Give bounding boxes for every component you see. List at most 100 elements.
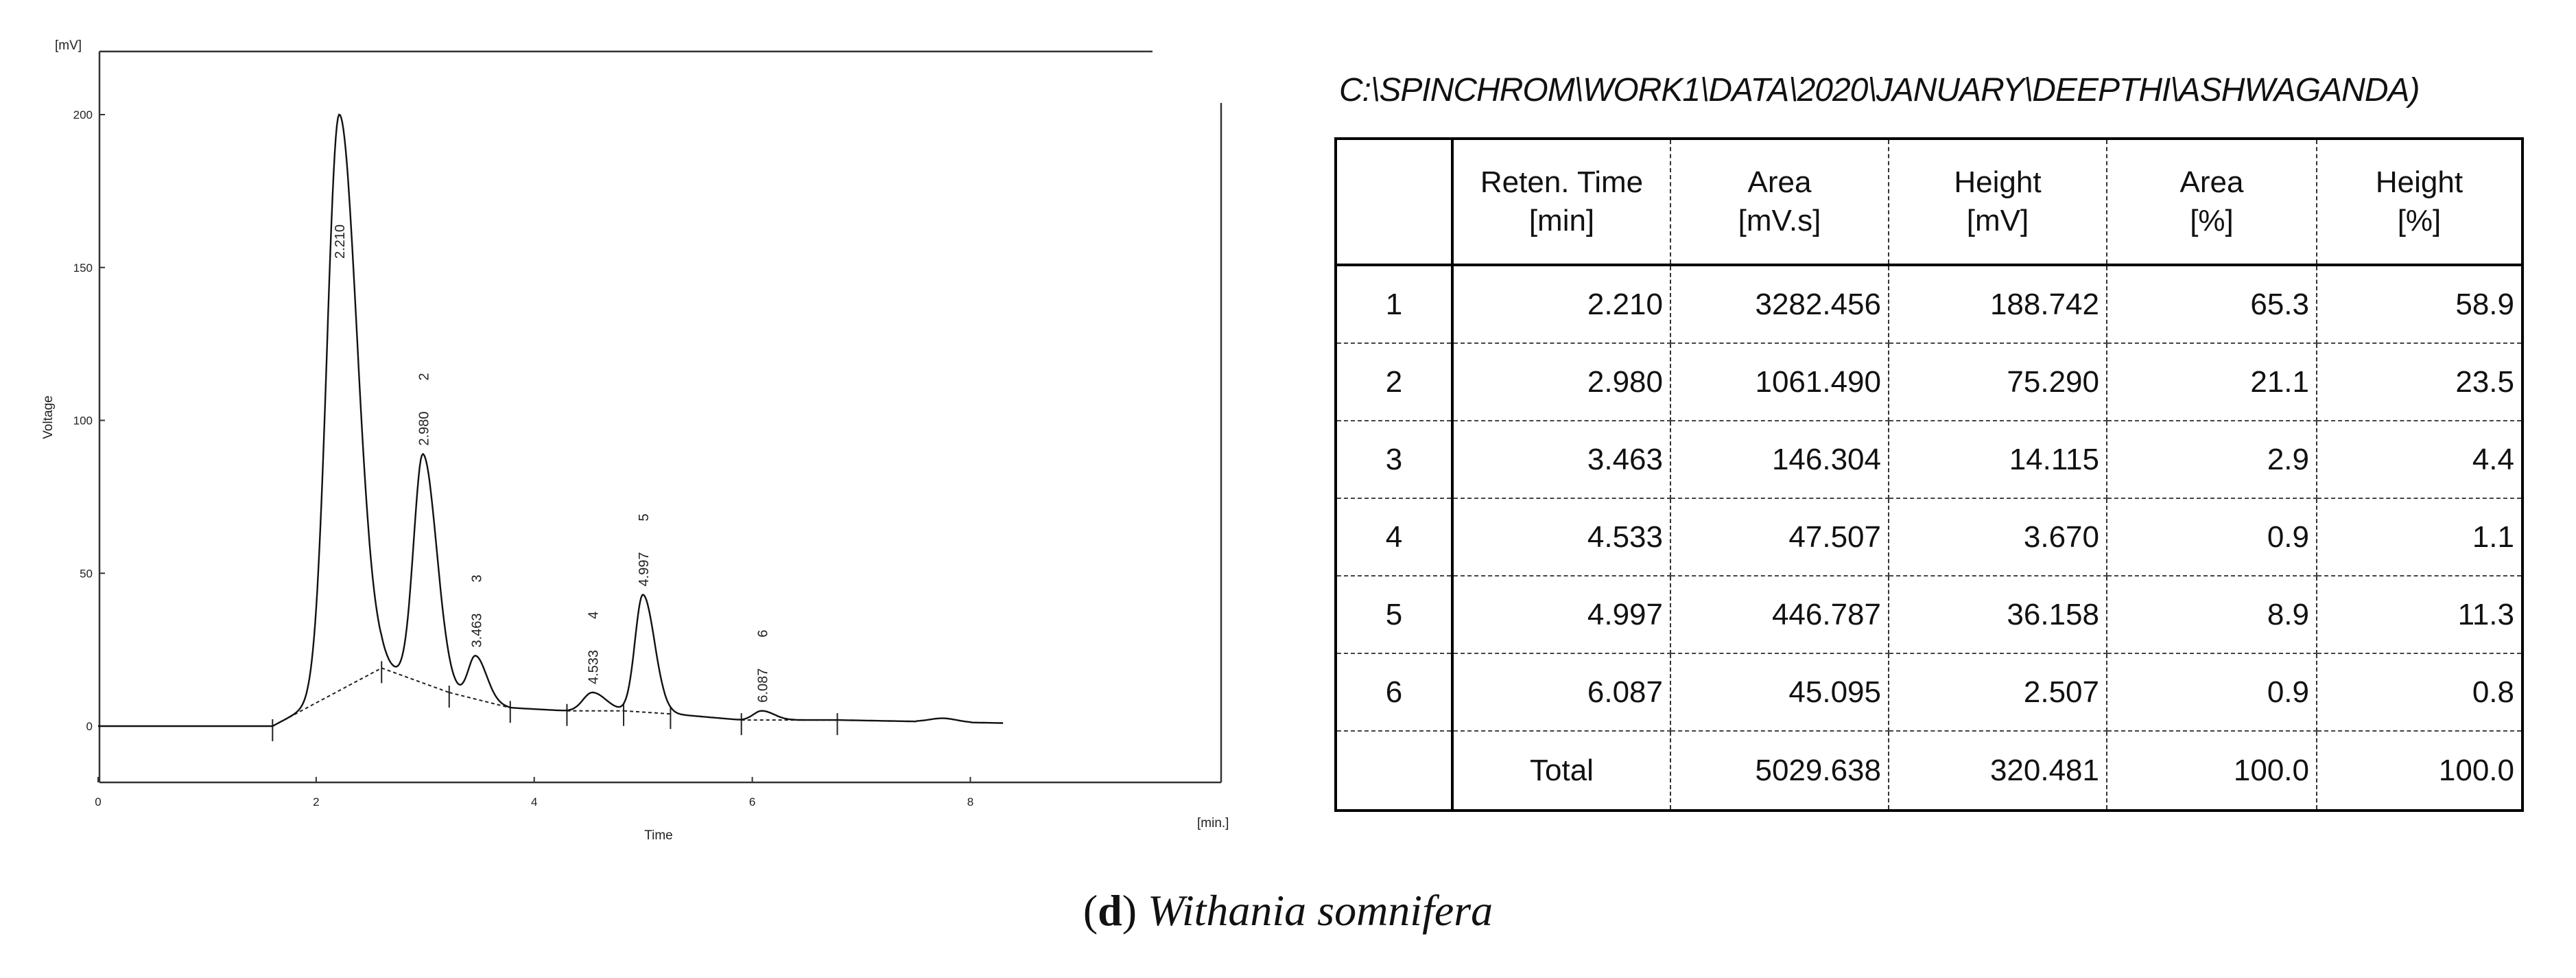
table-cell-idx: 5 [1336, 576, 1454, 654]
column-header-name: Reten. Time [1480, 165, 1644, 199]
peak-id-label: 3 [469, 574, 484, 582]
column-header: Height [%] [2317, 139, 2522, 266]
x-tick-label: 6 [749, 795, 755, 808]
baseline-segment [449, 692, 511, 709]
x-tick-label: 2 [313, 795, 319, 808]
peak-rt-label: 4.533 [586, 650, 601, 684]
figure-caption: (d) Withania somnifera [1083, 886, 1493, 935]
caption-species: Withania somnifera [1148, 886, 1493, 935]
table-cell-height-pct: 11.3 [2317, 576, 2522, 654]
y-tick-label: 50 [80, 567, 93, 580]
x-unit-label: [min.] [1197, 816, 1229, 830]
total-cell-area: 5029.638 [1670, 731, 1889, 811]
table-cell-rt: 2.210 [1452, 265, 1671, 344]
table-row: 6 6.087 45.095 2.507 0.9 0.8 [1336, 653, 2522, 732]
table-cell-height-pct: 1.1 [2317, 498, 2522, 577]
table-cell-idx: 2 [1336, 343, 1454, 421]
total-cell-area-pct: 100.0 [2107, 731, 2317, 811]
total-cell-label: Total [1452, 731, 1671, 811]
column-header-unit: [mV] [1966, 204, 2029, 237]
table-cell-height: 2.507 [1889, 653, 2107, 732]
table-row: 4 4.533 47.507 3.670 0.9 1.1 [1336, 498, 2522, 577]
y-tick-label: 150 [73, 261, 93, 275]
x-tick-label: 0 [95, 795, 101, 808]
table-cell-area: 146.304 [1670, 421, 1889, 499]
baseline-segment [623, 710, 671, 715]
table-row: 5 4.997 446.787 36.158 8.9 11.3 [1336, 576, 2522, 654]
peak-rt-label: 6.087 [755, 668, 770, 703]
table-cell-area-pct: 2.9 [2107, 421, 2317, 499]
table-cell-area: 446.787 [1670, 576, 1889, 654]
table-cell-height: 75.290 [1889, 343, 2107, 421]
results-table: Reten. Time [min] Area [mV.s] Height [mV] Area… [1334, 137, 2524, 812]
table-cell-rt: 2.980 [1452, 343, 1671, 421]
column-header-name: Height [2375, 165, 2463, 199]
file-path-title: C:\SPINCHROM\WORK1\DATA\2020\JANUARY\DEE… [1339, 72, 2420, 108]
table-row: 2 2.980 1061.490 75.290 21.1 23.5 [1336, 343, 2522, 421]
chromatogram-chart: 0 2 4 6 8 0 50 100 150 200 2.210 2.980 2 3.463 3 4.53… [41, 38, 1229, 843]
table-cell-height-pct: 58.9 [2317, 265, 2522, 344]
column-header-name: Area [1747, 165, 1812, 199]
peak-rt-label: 4.997 [637, 552, 652, 586]
table-cell-area: 45.095 [1670, 653, 1889, 732]
table-cell-idx: 3 [1336, 421, 1454, 499]
table-body: 1 2.210 3282.456 188.742 65.3 58.9 2 2.980 1061.… [1336, 265, 2522, 811]
peak-id-label: 4 [586, 612, 601, 619]
column-header-unit: [min] [1528, 204, 1595, 237]
table-cell-area-pct: 0.9 [2107, 498, 2317, 577]
table-cell-idx: 4 [1336, 498, 1454, 577]
column-header-unit: [%] [2397, 204, 2442, 237]
table-cell-area-pct: 0.9 [2107, 653, 2317, 732]
table-cell-rt: 3.463 [1452, 421, 1671, 499]
total-cell-empty [1336, 731, 1454, 811]
x-tick-label: 4 [531, 795, 537, 808]
table-cell-height: 3.670 [1889, 498, 2107, 577]
column-header-unit: [mV.s] [1738, 204, 1821, 237]
table-cell-height: 14.115 [1889, 421, 2107, 499]
table-cell-height-pct: 4.4 [2317, 421, 2522, 499]
table-cell-rt: 4.533 [1452, 498, 1671, 577]
total-cell-height: 320.481 [1889, 731, 2107, 811]
table-cell-area-pct: 65.3 [2107, 265, 2317, 344]
x-axis-title: Time [644, 828, 673, 843]
table-cell-area-pct: 8.9 [2107, 576, 2317, 654]
table-cell-area: 1061.490 [1670, 343, 1889, 421]
column-header: Area [%] [2107, 139, 2317, 266]
column-header-unit: [%] [2190, 204, 2234, 237]
column-header-name: Area [2179, 165, 2244, 199]
column-header: Height [mV] [1889, 139, 2107, 266]
table-header-row: Reten. Time [min] Area [mV.s] Height [mV] Area… [1336, 139, 2522, 266]
table-cell-height: 36.158 [1889, 576, 2107, 654]
table-cell-height-pct: 0.8 [2317, 653, 2522, 732]
column-header: Area [mV.s] [1670, 139, 1889, 266]
peak-rt-label: 3.463 [469, 613, 484, 647]
x-tick-label: 8 [967, 795, 973, 808]
peak-labels: 2.210 2.980 2 3.463 3 4.533 4 4.997 5 6.087 6 [333, 224, 770, 703]
table-cell-height-pct: 23.5 [2317, 343, 2522, 421]
table-cell-rt: 4.997 [1452, 576, 1671, 654]
table-cell-rt: 6.087 [1452, 653, 1671, 732]
y-axis-title: Voltage [41, 395, 56, 439]
column-header: Reten. Time [min] [1452, 139, 1671, 266]
table-row: 1 2.210 3282.456 188.742 65.3 58.9 [1336, 265, 2522, 344]
x-axis: 0 2 4 6 8 [95, 777, 973, 808]
peak-id-label: 2 [417, 373, 432, 380]
y-tick-label: 0 [86, 720, 93, 733]
y-unit-label: [mV] [55, 38, 82, 53]
column-header-name: Height [1954, 165, 2042, 199]
y-tick-label: 100 [73, 415, 93, 428]
table-cell-height: 188.742 [1889, 265, 2107, 344]
table-cell-area-pct: 21.1 [2107, 343, 2317, 421]
table-total-row: Total 5029.638 320.481 100.0 100.0 [1336, 731, 2522, 811]
table-cell-idx: 6 [1336, 653, 1454, 732]
peak-id-label: 6 [755, 630, 770, 638]
peak-rt-label: 2.980 [417, 411, 432, 445]
baseline-segment [381, 667, 450, 693]
peak-id-label: 5 [637, 513, 652, 521]
table-cell-area: 47.507 [1670, 498, 1889, 577]
peak-rt-label: 2.210 [333, 224, 348, 259]
table-row: 3 3.463 146.304 14.115 2.9 4.4 [1336, 421, 2522, 499]
table-cell-idx: 1 [1336, 265, 1454, 344]
y-tick-label: 200 [73, 108, 93, 121]
column-header [1336, 139, 1454, 266]
